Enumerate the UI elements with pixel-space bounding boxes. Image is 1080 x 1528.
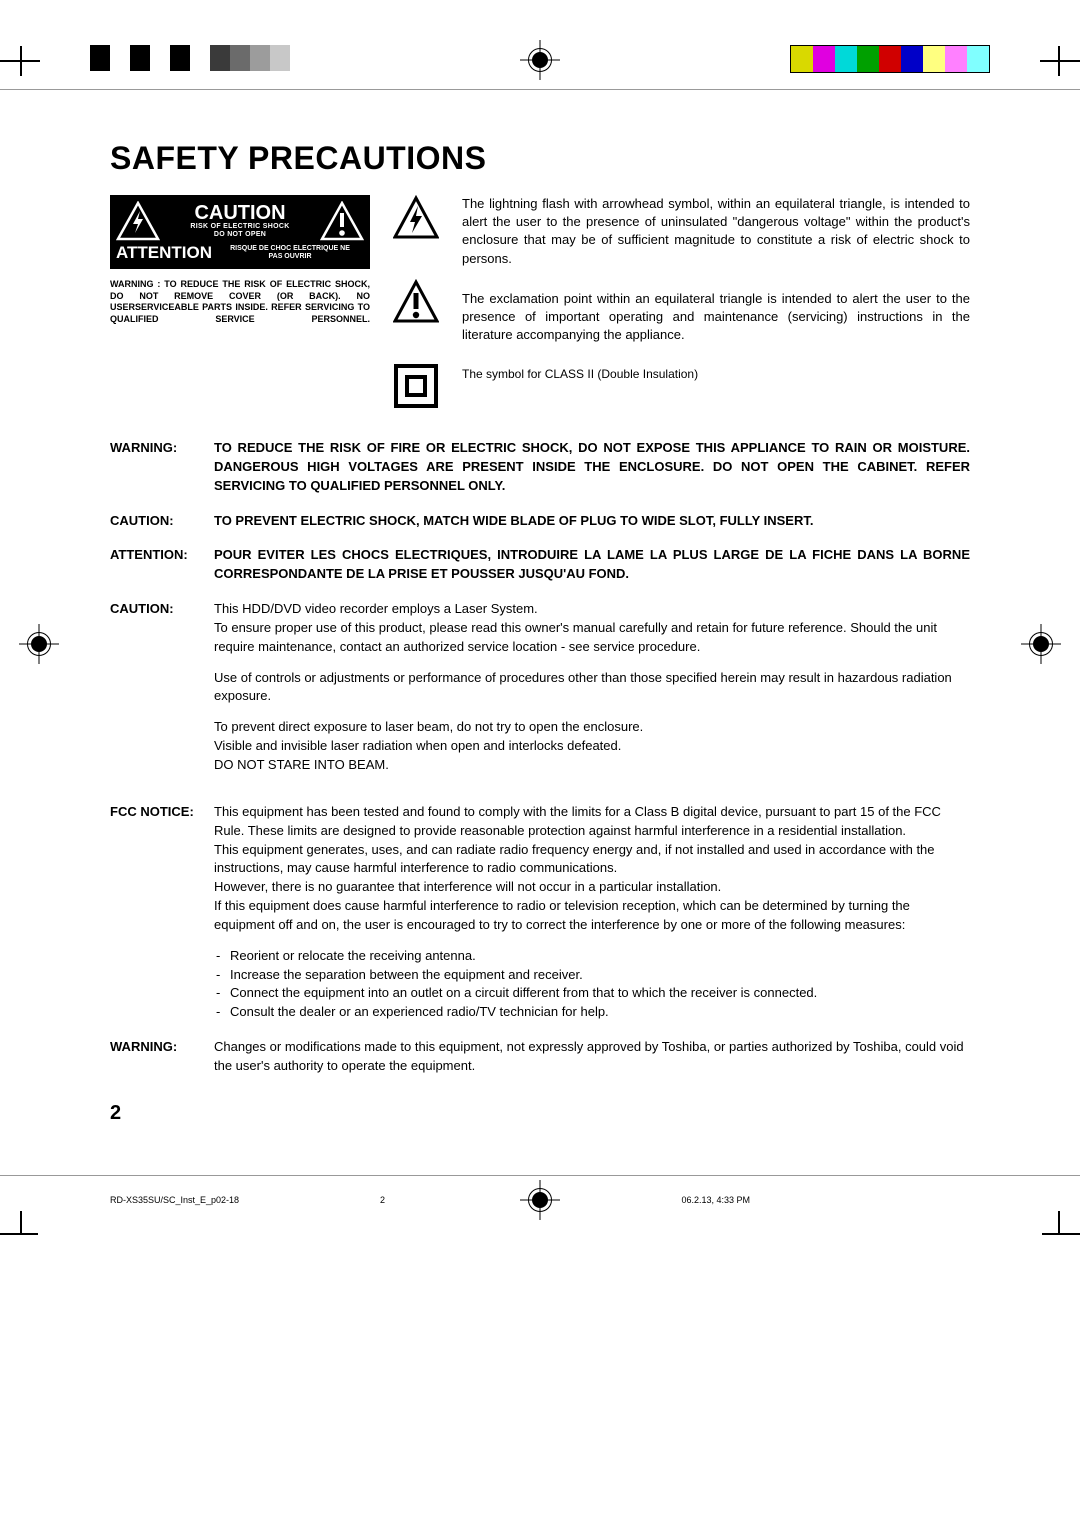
attention-text: POUR EVITER LES CHOCS ELECTRIQUES, INTRO… <box>214 546 970 584</box>
fcc-li1: Reorient or relocate the receiving anten… <box>214 947 970 966</box>
print-footer: RD-XS35SU/SC_Inst_E_p02-18 2 06.2.13, 4:… <box>0 1175 1080 1225</box>
crop-mark-tl <box>0 60 40 62</box>
symbol-descriptions: The lightning flash with arrowhead symbo… <box>462 195 970 383</box>
risk-text-1: RISK OF ELECTRIC SHOCK <box>160 223 320 231</box>
caution-label: CAUTION: <box>110 512 214 531</box>
registration-mark-right-icon <box>1027 630 1055 658</box>
print-registration-top <box>0 30 1080 90</box>
attention-heading: ATTENTION <box>116 243 212 263</box>
lightning-description: The lightning flash with arrowhead symbo… <box>462 195 970 268</box>
fcc-body: This equipment has been tested and found… <box>214 803 970 1022</box>
fcc-measures-list: Reorient or relocate the receiving anten… <box>214 947 970 1022</box>
crop-mark-tr <box>1040 60 1080 62</box>
caution2-p4a: To prevent direct exposure to laser beam… <box>214 719 643 734</box>
lightning-triangle-icon <box>116 201 160 241</box>
class2-description: The symbol for CLASS II (Double Insulati… <box>462 366 970 383</box>
attention-label: ATTENTION: <box>110 546 214 584</box>
fcc-label: FCC NOTICE: <box>110 803 214 1022</box>
notes-section: WARNING: TO REDUCE THE RISK OF FIRE OR E… <box>110 439 970 1076</box>
caution2-p1: This HDD/DVD video recorder employs a La… <box>214 601 538 616</box>
fcc-p2: This equipment generates, uses, and can … <box>214 841 970 879</box>
lightning-triangle-icon <box>393 195 439 241</box>
caution-laser-body: This HDD/DVD video recorder employs a La… <box>214 600 970 787</box>
warning-label: WARNING: <box>110 439 214 496</box>
risk-text-2: DO NOT OPEN <box>160 231 320 239</box>
color-patches <box>790 45 990 73</box>
caution2-p4b: Visible and invisible laser radiation wh… <box>214 738 621 753</box>
crop-mark-bl <box>0 1233 38 1235</box>
registration-mark-left-icon <box>25 630 53 658</box>
caution-label-block: CAUTION RISK OF ELECTRIC SHOCK DO NOT OP… <box>110 195 370 326</box>
fcc-p4: If this equipment does cause harmful int… <box>214 897 970 935</box>
exclamation-triangle-icon <box>393 279 439 325</box>
warning2-label: WARNING: <box>110 1038 214 1076</box>
symbol-column <box>390 195 442 409</box>
risque-text-1: RISQUE DE CHOC ELECTRIQUE NE <box>216 245 364 253</box>
class-2-double-insulation-icon <box>393 363 439 409</box>
caution2-p2: To ensure proper use of this product, pl… <box>214 620 937 654</box>
footer-timestamp: 06.2.13, 4:33 PM <box>681 1195 750 1205</box>
footer-page: 2 <box>380 1195 385 1205</box>
page-number: 2 <box>110 1102 970 1125</box>
warning2-text: Changes or modifications made to this eq… <box>214 1038 970 1076</box>
crop-mark-br <box>1042 1233 1080 1235</box>
caution-warning-text: WARNING : TO REDUCE THE RISK OF ELECTRIC… <box>110 279 370 326</box>
fcc-li4: Consult the dealer or an experienced rad… <box>214 1003 970 1022</box>
fcc-li3: Connect the equipment into an outlet on … <box>214 984 970 1003</box>
caution2-p4c: DO NOT STARE INTO BEAM. <box>214 757 389 772</box>
grayscale-patches <box>90 45 290 71</box>
risque-text-2: PAS OUVRIR <box>216 253 364 261</box>
caution-laser-label: CAUTION: <box>110 600 214 787</box>
fcc-p1: This equipment has been tested and found… <box>214 803 970 841</box>
warning-text: TO REDUCE THE RISK OF FIRE OR ELECTRIC S… <box>214 439 970 496</box>
caution-text: TO PREVENT ELECTRIC SHOCK, MATCH WIDE BL… <box>214 512 970 531</box>
caution2-p3: Use of controls or adjustments or perfor… <box>214 669 970 707</box>
caution-heading: CAUTION <box>160 203 320 223</box>
registration-mark-bottom-icon <box>526 1186 554 1214</box>
footer-doc-id: RD-XS35SU/SC_Inst_E_p02-18 <box>110 1195 239 1205</box>
fcc-li2: Increase the separation between the equi… <box>214 966 970 985</box>
fcc-p3: However, there is no guarantee that inte… <box>214 878 970 897</box>
page-title: SAFETY PRECAUTIONS <box>110 140 970 177</box>
exclamation-triangle-icon <box>320 201 364 241</box>
registration-mark-icon <box>526 46 554 74</box>
exclamation-description: The exclamation point within an equilate… <box>462 290 970 345</box>
